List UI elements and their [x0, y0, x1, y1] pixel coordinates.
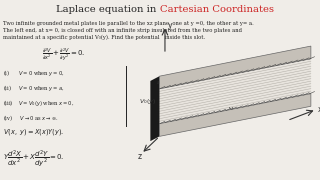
Text: $V(x,\ y) = X(x)Y(y).$: $V(x,\ y) = X(x)Y(y).$ — [3, 127, 65, 137]
Text: a: a — [157, 80, 161, 85]
Polygon shape — [159, 59, 311, 124]
Text: V = 0: V = 0 — [229, 107, 246, 112]
Text: The left end, at x= 0, is closed off with an infinite strip insulated from the t: The left end, at x= 0, is closed off wit… — [3, 28, 242, 33]
Text: $\frac{\partial^2 V}{\partial x^2} + \frac{\partial^2 V}{\partial y^2} = 0.$: $\frac{\partial^2 V}{\partial x^2} + \fr… — [42, 47, 85, 64]
Text: (iii)    $V = V_0(y)$ when $x = 0$,: (iii) $V = V_0(y)$ when $x = 0$, — [3, 98, 75, 108]
Text: $V_0(y)$: $V_0(y)$ — [139, 97, 156, 106]
Polygon shape — [159, 94, 311, 136]
Text: V = 0: V = 0 — [229, 66, 246, 71]
Polygon shape — [159, 46, 311, 89]
Text: Laplace equation in: Laplace equation in — [57, 4, 160, 14]
Polygon shape — [150, 76, 159, 141]
Text: (ii)     $V = 0$ when $y = a$,: (ii) $V = 0$ when $y = a$, — [3, 83, 65, 93]
Text: (iv)     $V \to 0$ as $x \to \infty$.: (iv) $V \to 0$ as $x \to \infty$. — [3, 113, 59, 123]
Text: Two infinite grounded metal plates lie parallel to the xz plane, one at y =0, th: Two infinite grounded metal plates lie p… — [3, 21, 254, 26]
Text: maintained at a specific potential V₀(y). Find the potential   inside this slot.: maintained at a specific potential V₀(y)… — [3, 35, 205, 40]
Text: $Y\dfrac{d^2 X}{dx^2} + X\dfrac{d^2 Y}{dy^2} = 0.$: $Y\dfrac{d^2 X}{dx^2} + X\dfrac{d^2 Y}{d… — [3, 148, 65, 169]
Text: x: x — [318, 105, 320, 114]
Text: y: y — [168, 21, 172, 30]
Text: (i)      $V = 0$ when $y = 0$,: (i) $V = 0$ when $y = 0$, — [3, 68, 65, 78]
Text: Cartesian Coordinates: Cartesian Coordinates — [160, 4, 274, 14]
Text: z: z — [137, 152, 141, 161]
